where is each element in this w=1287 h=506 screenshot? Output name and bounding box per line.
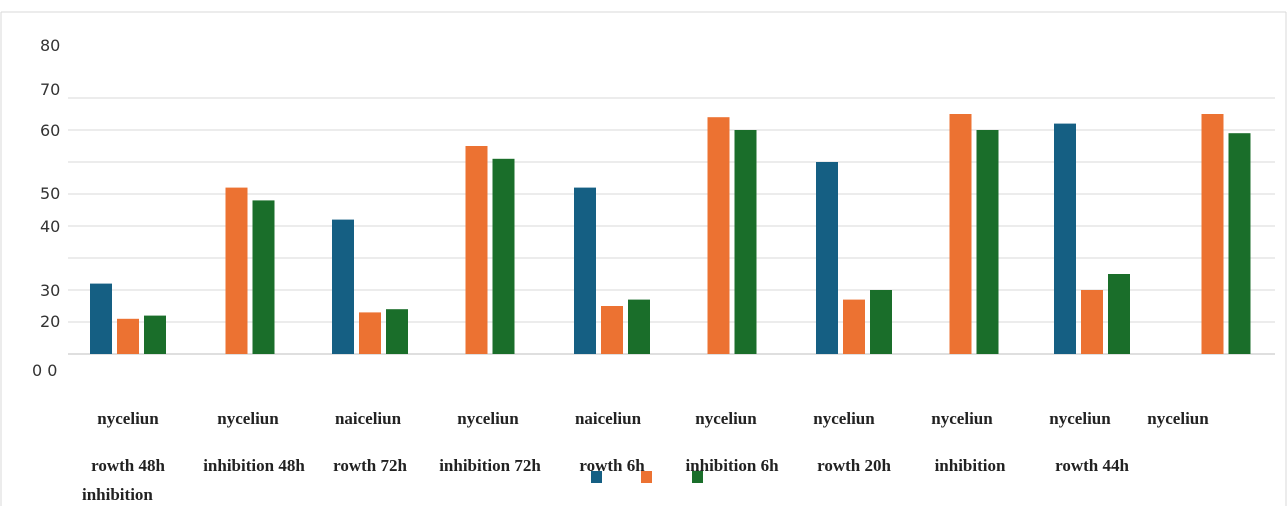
bar [949, 114, 972, 354]
bar [90, 283, 112, 354]
bar [1228, 133, 1251, 354]
x-category-label-line1: naiceliun [335, 409, 402, 428]
bar [976, 130, 999, 354]
bar [734, 130, 757, 354]
bar [601, 306, 623, 354]
x-category-label-line1: nyceliun [97, 409, 159, 428]
bar [225, 187, 248, 354]
bar [492, 158, 515, 354]
legend-swatch [591, 471, 602, 483]
bars [90, 114, 1251, 354]
x-category-label-line1: nyceliun [695, 409, 757, 428]
bar [386, 309, 408, 354]
x-category-label-line1: nyceliun [217, 409, 279, 428]
bar [1201, 114, 1224, 354]
x-category-label-line2: inhibition 6h [685, 456, 779, 475]
y-tick-label: 80 [40, 36, 60, 55]
bar [1054, 123, 1076, 354]
x-category-label-line2: inhibition 48h [203, 456, 305, 475]
y-tick-label: 50 [40, 184, 60, 203]
y-axis-tick-labels: 0 0 20 30 40 50 60 70 80 [32, 36, 60, 380]
bar [707, 117, 730, 354]
bar [816, 162, 838, 354]
x-category-label-line2: inhibition 72h [439, 456, 541, 475]
y-tick-label: 30 [40, 281, 60, 300]
y-tick-label: 40 [40, 217, 60, 236]
bar [252, 200, 275, 354]
legend [591, 471, 703, 483]
y-tick-label: 60 [40, 121, 60, 140]
bar [117, 318, 139, 354]
bar [843, 299, 865, 354]
bar [1081, 290, 1103, 354]
legend-swatch [641, 471, 652, 483]
x-category-label-line2: inhibition [935, 456, 1006, 475]
x-category-label-line1: naiceliun [575, 409, 642, 428]
x-category-label-line2: rowth 44h [1055, 456, 1129, 475]
x-category-label-line1: nyceliun [1147, 409, 1209, 428]
bar [359, 312, 381, 354]
bar [332, 219, 354, 354]
bar [870, 290, 892, 354]
x-axis-category-labels: nyceliun nyceliun naiceliun nyceliun naiceli… [82, 409, 1209, 504]
x-category-label-line2: rowth 6h [579, 456, 645, 475]
y-tick-label: 20 [40, 312, 60, 331]
x-category-label-line1: nyceliun [457, 409, 519, 428]
x-category-label-line1: nyceliun [813, 409, 875, 428]
bar [1108, 274, 1130, 354]
x-category-label-extra: inhibition [82, 485, 153, 504]
x-category-label-line1: nyceliun [931, 409, 993, 428]
bar [465, 146, 488, 354]
x-category-label-line2: rowth 20h [817, 456, 891, 475]
legend-swatch [692, 471, 703, 483]
bar [628, 299, 650, 354]
y-tick-label: 0 0 [32, 361, 57, 380]
x-category-label-line2: rowth 72h [333, 456, 407, 475]
y-tick-label: 70 [40, 80, 60, 99]
bar [574, 187, 596, 354]
bar [144, 315, 166, 354]
x-category-label-line1: nyceliun [1049, 409, 1111, 428]
x-category-label-line2: rowth 48h [91, 456, 165, 475]
